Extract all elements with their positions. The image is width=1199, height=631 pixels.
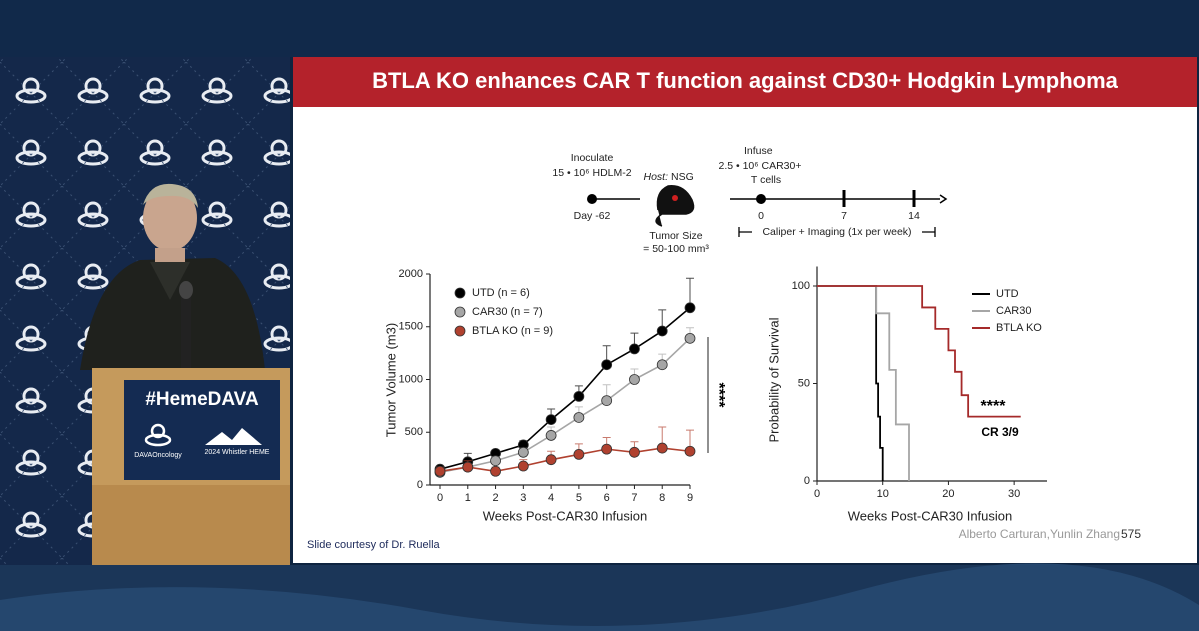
data-point (684, 445, 696, 457)
x-tick-label: 0 (814, 488, 820, 500)
footer-credit: Slide courtesy of Dr. Ruella (307, 539, 441, 551)
x-tick-label: 5 (576, 492, 582, 504)
podium-event: 2024 Whistler HEME (205, 449, 270, 456)
data-point (490, 455, 501, 467)
x-tick-label: 6 (604, 492, 610, 504)
data-point (490, 465, 501, 477)
podium-logo: DAVAOncology (134, 452, 182, 459)
timeline-text: Day -62 (574, 210, 611, 222)
data-point (629, 446, 640, 458)
speaker (80, 183, 265, 370)
timeline-text: 14 (908, 210, 920, 222)
y-tick-label: 50 (798, 377, 810, 389)
slide-title-bar (293, 57, 1197, 107)
x-tick-label: 30 (1008, 488, 1020, 500)
y-tick-label: 100 (792, 280, 810, 292)
annotation: CR 3/9 (981, 425, 1019, 439)
data-point (656, 359, 668, 371)
series-line (439, 447, 691, 473)
timeline-text: = 50-100 mm³ (643, 243, 709, 255)
data-point (629, 374, 640, 385)
data-point (629, 343, 640, 355)
series-line (439, 307, 691, 470)
annotation: **** (981, 398, 1007, 415)
timeline-text: Host: (643, 171, 668, 183)
y-tick-label: 1500 (399, 321, 423, 333)
data-point (601, 443, 613, 455)
timeline-text: T cells (751, 174, 781, 186)
x-tick-label: 1 (465, 492, 471, 504)
series-line (817, 285, 910, 481)
top-band (0, 0, 1199, 57)
x-tick-label: 20 (942, 488, 954, 500)
data-point (601, 395, 613, 407)
data-point (573, 412, 585, 423)
x-tick-label: 9 (687, 492, 693, 504)
x-tick-label: 8 (659, 492, 665, 504)
data-point (517, 446, 529, 458)
data-point (684, 302, 696, 314)
data-point (573, 449, 585, 460)
data-point (462, 461, 474, 473)
y-tick-label: 0 (804, 475, 810, 487)
legend-label: BTLA KO (996, 322, 1042, 334)
data-point (656, 442, 668, 454)
timeline-text: 2.5 • 10⁶ CAR30+ (718, 160, 801, 172)
data-point (545, 430, 557, 441)
data-point (573, 390, 585, 402)
timeline-text: Inoculate (571, 152, 614, 164)
timeline-text: NSG (671, 171, 694, 183)
legend-swatch (454, 325, 466, 337)
data-point (517, 460, 529, 472)
y-tick-label: 2000 (399, 268, 423, 280)
legend-swatch (454, 306, 466, 318)
y-axis-label: Tumor Volume (m3) (383, 323, 398, 437)
series-line (817, 285, 1021, 418)
podium: #HemeDAVA DAVAOncology 2024 Whistler HEM… (92, 368, 290, 565)
timeline-text: 0 (758, 210, 764, 222)
slide-title: BTLA KO enhances CAR T function against … (372, 68, 1119, 93)
y-axis-label: Probability of Survival (766, 317, 781, 442)
slide (293, 57, 1197, 563)
y-tick-label: 500 (405, 426, 423, 438)
timeline-text: 7 (841, 210, 847, 222)
legend-label: CAR30 (n = 7) (472, 306, 543, 318)
data-point (545, 414, 557, 425)
data-point (656, 325, 668, 337)
page-number: 575 (1121, 527, 1141, 541)
y-tick-label: 1000 (399, 373, 423, 385)
legend-label: BTLA KO (n = 9) (472, 325, 553, 337)
x-axis-label: Weeks Post-CAR30 Infusion (483, 508, 648, 523)
timeline-text: Tumor Size (649, 230, 702, 242)
podium-hashtag: #HemeDAVA (145, 389, 259, 410)
legend-label: UTD (n = 6) (472, 287, 530, 299)
timeline: Inoculate 15 • 10⁶ HDLM-2 Day -62 Host: … (552, 145, 948, 255)
legend-label: CAR30 (996, 305, 1031, 317)
footer-authors: Alberto Carturan,Yunlin Zhang (959, 527, 1120, 541)
y-tick-label: 0 (417, 479, 423, 491)
timeline-text: Caliper + Imaging (1x per week) (762, 226, 911, 238)
x-tick-label: 2 (492, 492, 498, 504)
series-line (817, 285, 884, 481)
legend-swatch (454, 287, 466, 299)
x-tick-label: 7 (631, 492, 637, 504)
series-line (439, 337, 691, 474)
x-axis-label: Weeks Post-CAR30 Infusion (848, 508, 1013, 523)
timeline-text: 15 • 10⁶ HDLM-2 (552, 167, 631, 179)
annotation: **** (710, 383, 727, 409)
legend-label: UTD (996, 288, 1019, 300)
data-point (684, 332, 696, 344)
data-point (545, 454, 557, 466)
data-point (434, 465, 446, 477)
x-tick-label: 0 (437, 492, 443, 504)
data-point (601, 359, 613, 371)
x-tick-label: 4 (548, 492, 554, 504)
bottom-wave (0, 563, 1199, 631)
x-tick-label: 10 (877, 488, 889, 500)
x-tick-label: 3 (520, 492, 526, 504)
timeline-text: Infuse (744, 145, 773, 157)
